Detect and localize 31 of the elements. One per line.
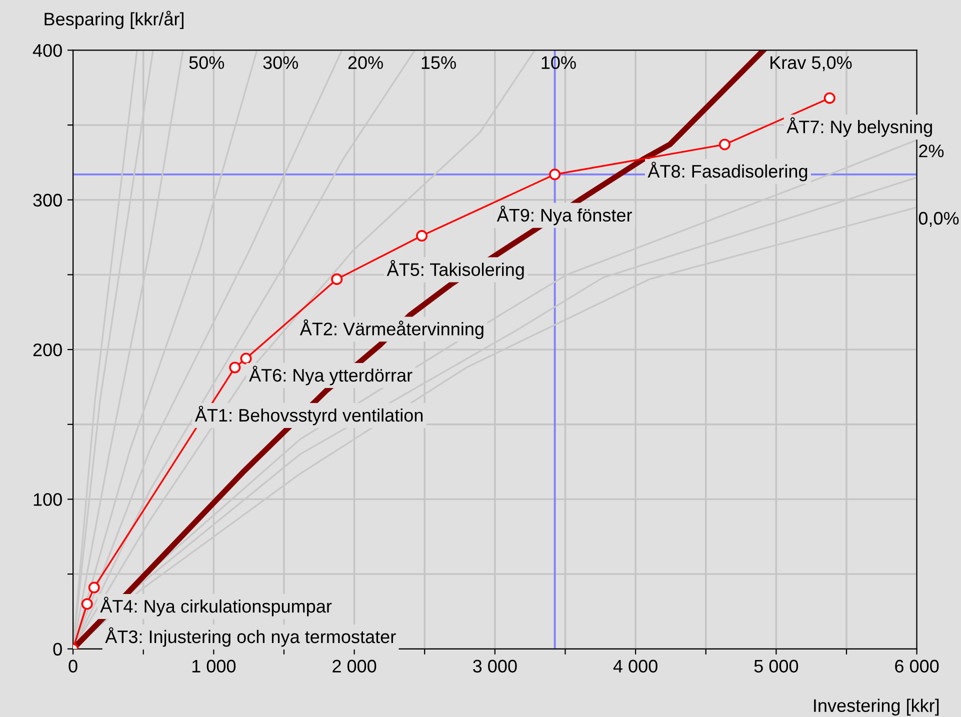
x-tick-label: 2 000	[332, 660, 376, 673]
series-label: Krav 5,0%	[770, 56, 852, 72]
annotation: ÅT9: Nya fönster	[496, 206, 632, 226]
series-label: 2%	[919, 144, 944, 158]
x-tick-label: 5 000	[754, 660, 798, 673]
annotation: ÅT5: Takisolering	[386, 260, 524, 280]
x-axis-title: Investering [kkr]	[814, 698, 939, 716]
x-tick-label: 4 000	[613, 660, 658, 673]
annotation: ÅT1: Behovsstyrd ventilation	[194, 406, 423, 426]
series-label: 30%	[263, 56, 298, 70]
x-tick-label: 6 000	[895, 660, 939, 673]
annotation: ÅT6: Nya ytterdörrar	[249, 366, 412, 386]
annotation: ÅT3: Injustering och nya termostater	[105, 627, 396, 647]
annotation: ÅT8: Fasadisolering	[648, 162, 808, 182]
y-tick-label: 0	[53, 642, 62, 656]
series-label: 20%	[348, 56, 383, 70]
series-label: 10%	[542, 56, 576, 70]
y-tick-label: 400	[32, 44, 62, 57]
annotation: ÅT7: Ny belysning	[786, 117, 932, 137]
series-label: 0,0%	[918, 212, 959, 227]
annotation: ÅT4: Nya cirkulationspumpar	[100, 596, 332, 616]
x-tick-label: 0	[68, 660, 78, 673]
y-tick-label: 100	[34, 493, 62, 506]
y-axis-title: Besparing [kkr/år]	[44, 10, 184, 30]
x-tick-label: 3 000	[473, 660, 517, 673]
x-tick-label: 1 000	[192, 660, 236, 673]
series-label: 15%	[422, 56, 456, 70]
annotation: ÅT2: Värmeåtervinning	[300, 319, 484, 339]
y-tick-label: 200	[33, 343, 62, 356]
y-tick-label: 300	[33, 194, 62, 207]
series-label: 50%	[189, 56, 224, 70]
